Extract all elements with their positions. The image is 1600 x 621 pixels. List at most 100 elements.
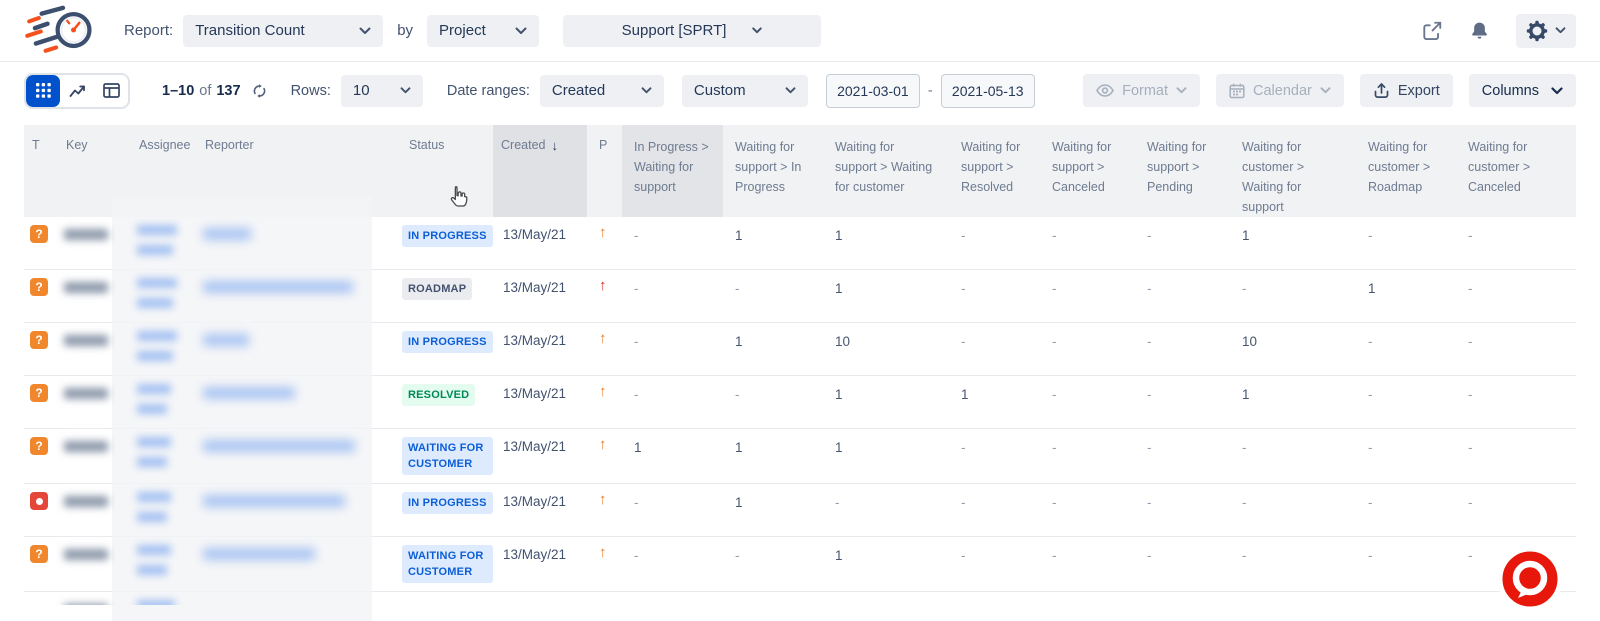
- issue-key-blurred: [58, 323, 131, 375]
- column-header-transition[interactable]: Waiting for support > Canceled: [1052, 140, 1112, 194]
- table-row[interactable]: ? IN PROGRESS 13/May/21 ↑ - 1 1 - - - 1 - -: [24, 217, 1576, 270]
- transition-count-cell: -: [1052, 334, 1057, 349]
- refresh-icon[interactable]: [252, 83, 267, 99]
- transition-count-cell: -: [1468, 387, 1473, 402]
- reporter-blurred: [197, 270, 397, 322]
- assignee-blurred: [131, 323, 197, 375]
- column-header-transition[interactable]: Waiting for support > Pending: [1147, 140, 1207, 194]
- issue-key-blurred: [58, 429, 131, 483]
- table-body: ? IN PROGRESS 13/May/21 ↑ - 1 1 - - - 1 - - ? RO…: [24, 217, 1576, 592]
- date-from-input[interactable]: [825, 73, 920, 108]
- column-header-transition[interactable]: Waiting for customer > Roadmap: [1368, 140, 1431, 194]
- table-row[interactable]: ? RESOLVED 13/May/21 ↑ - - 1 1 - - 1 - -: [24, 376, 1576, 429]
- column-header-transition[interactable]: Waiting for customer > Canceled: [1468, 140, 1531, 194]
- chat-widget-button[interactable]: [1493, 542, 1567, 616]
- report-table: T Key Assignee Reporter Status Created ↓…: [24, 125, 1576, 621]
- priority-up-icon: ↑: [599, 224, 607, 241]
- transition-count-cell: -: [1147, 495, 1152, 510]
- view-switcher: [24, 72, 130, 109]
- assignee-blurred: [131, 484, 197, 536]
- transition-count-cell: 1: [835, 228, 843, 243]
- reporter-blurred: [197, 484, 397, 536]
- transition-count-cell: -: [1052, 228, 1057, 243]
- calendar-button[interactable]: Calendar: [1216, 74, 1344, 107]
- report-type-select[interactable]: Transition Count: [183, 14, 384, 47]
- reporter-blurred: [197, 217, 397, 269]
- column-header-type[interactable]: T: [32, 138, 40, 152]
- transition-count-cell: -: [735, 548, 740, 563]
- column-header-transition[interactable]: Waiting for support > Waiting for custom…: [835, 140, 933, 194]
- table-row[interactable]: IN PROGRESS 13/May/21 ↑ - 1 - - - - - - -: [24, 484, 1576, 537]
- project-select[interactable]: Support [SPRT]: [563, 14, 822, 47]
- export-icon: [1374, 83, 1389, 98]
- transition-count-cell: -: [1368, 334, 1373, 349]
- export-button[interactable]: Export: [1359, 74, 1453, 107]
- transition-count-cell: -: [634, 387, 639, 402]
- column-header-priority[interactable]: P: [599, 138, 608, 152]
- table-row[interactable]: ? WAITING FOR CUSTOMER 13/May/21 ↑ - - 1 - -…: [24, 537, 1576, 592]
- date-mode-select[interactable]: Custom: [681, 74, 808, 107]
- transition-count-cell: -: [1147, 281, 1152, 296]
- date-to-input[interactable]: [940, 73, 1035, 108]
- bug-type-icon: [30, 492, 48, 510]
- status-badge: WAITING FOR CUSTOMER: [402, 545, 493, 583]
- transition-count-cell: -: [634, 281, 639, 296]
- date-field-value: Created: [551, 82, 606, 99]
- transition-count-cell: -: [1052, 281, 1057, 296]
- question-type-icon: ?: [30, 278, 48, 296]
- column-header-transition[interactable]: In Progress > Waiting for support: [622, 125, 723, 217]
- assignee-blurred: [131, 429, 197, 483]
- status-badge: ROADMAP: [402, 278, 473, 300]
- columns-button[interactable]: Columns: [1468, 74, 1576, 107]
- layout-view-button[interactable]: [94, 74, 128, 107]
- assignee-blurred: [131, 537, 197, 591]
- status-badge: IN PROGRESS: [402, 492, 493, 514]
- transition-count-cell: -: [1052, 440, 1057, 455]
- transition-count-cell: -: [1468, 334, 1473, 349]
- column-header-key[interactable]: Key: [66, 138, 88, 152]
- created-date: 13/May/21: [503, 333, 567, 348]
- created-date: 13/May/21: [503, 280, 567, 295]
- date-field-select[interactable]: Created: [539, 74, 664, 107]
- format-button[interactable]: Format: [1083, 74, 1201, 107]
- group-by-select[interactable]: Project: [427, 14, 540, 47]
- column-header-assignee[interactable]: Assignee: [139, 138, 191, 152]
- chevron-down-icon: [359, 27, 371, 34]
- pagination: 1–10 of 137: [162, 83, 267, 99]
- transition-count-cell: -: [1368, 440, 1373, 455]
- column-header-transition[interactable]: Waiting for support > Resolved: [961, 140, 1021, 194]
- transition-count-cell: -: [1147, 387, 1152, 402]
- transition-count-cell: -: [961, 495, 966, 510]
- transition-count-cell: -: [1052, 387, 1057, 402]
- chevron-down-icon: [1176, 87, 1187, 94]
- table-row[interactable]: ? ROADMAP 13/May/21 ↑ - - 1 - - - - 1 -: [24, 270, 1576, 323]
- chevron-down-icon: [1555, 27, 1566, 34]
- status-badge: WAITING FOR CUSTOMER: [402, 437, 493, 475]
- chevron-down-icon: [1320, 87, 1331, 94]
- transition-count-cell: -: [1468, 495, 1473, 510]
- transition-count-cell: -: [1147, 548, 1152, 563]
- assignee-blurred: [131, 376, 197, 428]
- chart-view-button[interactable]: [60, 74, 94, 107]
- export-label: Export: [1397, 82, 1440, 99]
- transition-count-cell: 1: [1242, 387, 1250, 402]
- table-row[interactable]: ? WAITING FOR CUSTOMER 13/May/21 ↑ 1 1 1 - -…: [24, 429, 1576, 484]
- column-header-status[interactable]: Status: [409, 138, 445, 152]
- partial-next-row: [24, 592, 1576, 605]
- transition-count-cell: 1: [735, 440, 743, 455]
- share-icon[interactable]: [1421, 20, 1443, 42]
- created-header-label: Created: [501, 138, 546, 152]
- column-header-transition[interactable]: Waiting for customer > Waiting for suppo…: [1242, 140, 1305, 214]
- rows-per-page-select[interactable]: 10: [340, 74, 423, 107]
- transition-count-cell: -: [1052, 495, 1057, 510]
- date-range-separator: -: [927, 82, 933, 99]
- transition-count-cell: -: [1147, 228, 1152, 243]
- issue-key-blurred: [58, 484, 131, 536]
- settings-menu-button[interactable]: [1516, 13, 1576, 48]
- notifications-bell-icon[interactable]: [1469, 20, 1490, 42]
- table-row[interactable]: ? IN PROGRESS 13/May/21 ↑ - 1 10 - - - 10 - -: [24, 323, 1576, 376]
- column-header-transition[interactable]: Waiting for support > In Progress: [735, 140, 802, 194]
- column-header-created-sorted[interactable]: Created ↓: [493, 125, 587, 217]
- grid-view-button[interactable]: [26, 74, 60, 107]
- column-header-reporter[interactable]: Reporter: [205, 138, 254, 152]
